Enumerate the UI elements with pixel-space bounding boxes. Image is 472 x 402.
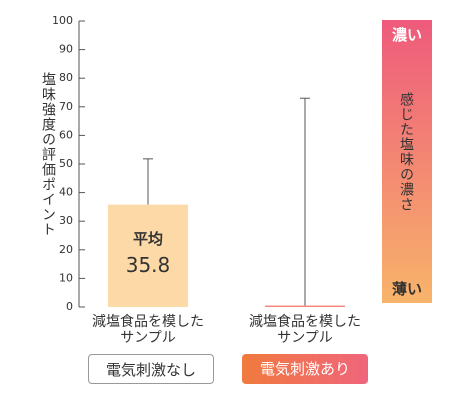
y-tick-label: 10 bbox=[59, 271, 73, 284]
y-tick-label: 70 bbox=[59, 100, 73, 113]
y-tick-label: 30 bbox=[59, 214, 73, 227]
x-tick-label: 減塩食品を模した サンプル bbox=[92, 314, 204, 346]
legend-bottom: 薄い bbox=[391, 280, 422, 298]
y-tick-label: 90 bbox=[59, 43, 73, 56]
y-axis-label: 塩味強度の評価ポイント bbox=[40, 72, 56, 237]
group-label: 電気刺激なし bbox=[88, 354, 214, 384]
y-tick-label: 20 bbox=[59, 243, 73, 256]
x-tick-label: 減塩食品を模した サンプル bbox=[249, 314, 361, 346]
bar bbox=[108, 204, 188, 307]
gradient-legend-bar bbox=[382, 20, 432, 303]
y-tick-label: 60 bbox=[59, 128, 73, 141]
bar-annotation: 平均 bbox=[133, 230, 163, 248]
legend-top: 濃い bbox=[391, 26, 422, 44]
y-tick-label: 50 bbox=[59, 157, 73, 170]
y-tick-label: 80 bbox=[59, 71, 73, 84]
value-label: 35.8 bbox=[126, 253, 171, 277]
bar bbox=[265, 305, 345, 307]
legend-label: 感じた塩味の濃さ bbox=[398, 92, 414, 212]
y-tick-label: 100 bbox=[52, 14, 73, 27]
group-label: 電気刺激あり bbox=[242, 354, 368, 384]
y-tick-label: 0 bbox=[66, 300, 73, 313]
y-tick-label: 40 bbox=[59, 186, 73, 199]
